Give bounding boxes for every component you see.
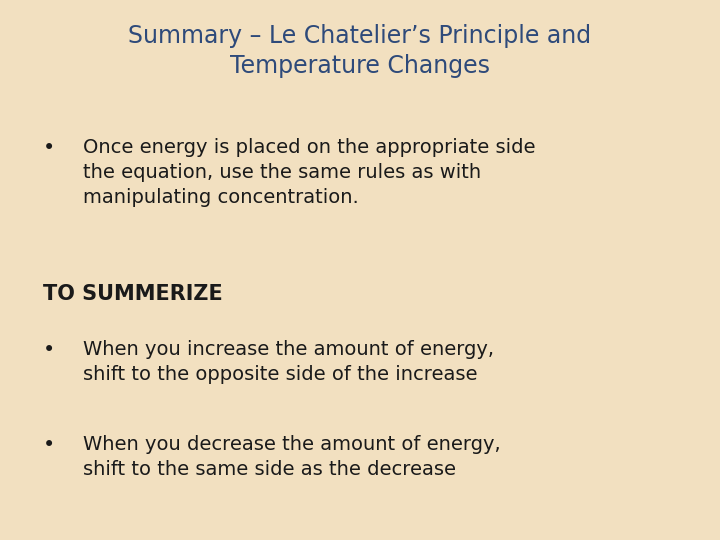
Text: When you decrease the amount of energy,
shift to the same side as the decrease: When you decrease the amount of energy, … — [83, 435, 500, 478]
Text: •: • — [43, 435, 55, 455]
Text: TO SUMMERIZE: TO SUMMERIZE — [43, 284, 223, 303]
Text: Summary – Le Chatelier’s Principle and
Temperature Changes: Summary – Le Chatelier’s Principle and T… — [128, 24, 592, 78]
Text: Once energy is placed on the appropriate side
the equation, use the same rules a: Once energy is placed on the appropriate… — [83, 138, 535, 207]
Text: •: • — [43, 340, 55, 360]
Text: •: • — [43, 138, 55, 158]
Text: When you increase the amount of energy,
shift to the opposite side of the increa: When you increase the amount of energy, … — [83, 340, 494, 384]
